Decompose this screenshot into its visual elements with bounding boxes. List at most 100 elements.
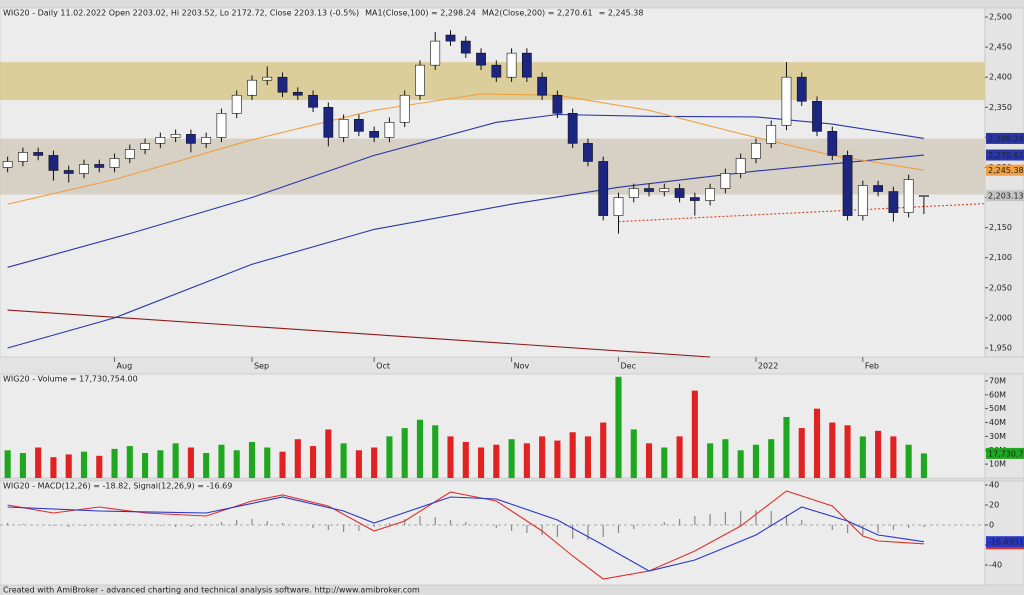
candle-body: [659, 188, 670, 192]
candle-body: [124, 149, 135, 159]
last-value-label: 2,203.13: [988, 192, 1024, 201]
volume-bar: [386, 436, 393, 478]
volume-bar: [600, 422, 607, 478]
candle-body: [216, 113, 227, 138]
x-tick-label: Feb: [865, 362, 879, 371]
histogram-bar: [633, 525, 635, 529]
y-tick-label: 0: [989, 521, 994, 530]
series-line: [7, 496, 924, 572]
volume-bar: [477, 447, 485, 478]
candle-body: [2, 161, 13, 168]
volume-bar: [905, 444, 912, 478]
candle-body: [247, 79, 257, 96]
y-tick-label: 30M: [989, 432, 1006, 441]
volume-bar: [416, 419, 424, 478]
histogram-bar: [908, 525, 910, 528]
volume-bar: [768, 439, 775, 478]
candle-body: [292, 91, 303, 96]
volume-bar: [493, 444, 500, 478]
volume-bar: [111, 448, 118, 478]
x-tick-label: Oct: [376, 362, 390, 371]
histogram-bar: [724, 512, 726, 525]
volume-bar: [676, 436, 683, 478]
histogram-bar: [449, 520, 452, 525]
series-line: [7, 154, 924, 349]
volume-bar: [722, 439, 729, 478]
histogram-bar: [526, 525, 528, 533]
volume-bar: [539, 436, 546, 478]
axis-background: [984, 373, 1024, 479]
volume-bar: [783, 416, 790, 478]
volume-bar: [859, 436, 866, 478]
candle-body: [170, 134, 181, 138]
volume-bar: [691, 390, 698, 478]
candle-body: [491, 64, 502, 78]
candle-body: [735, 158, 746, 174]
candle-body: [231, 94, 242, 114]
y-tick-label: 20: [989, 501, 999, 510]
candle-body: [628, 188, 639, 198]
candle-body: [705, 188, 715, 201]
volume-bar: [615, 376, 622, 478]
y-tick-label: 1,950: [989, 343, 1012, 352]
volume-bar: [569, 432, 576, 478]
volume-bar: [920, 453, 927, 478]
histogram-bar: [709, 514, 711, 525]
histogram-bar: [388, 523, 391, 525]
volume-bar: [4, 450, 11, 478]
histogram-bar: [770, 511, 772, 525]
y-tick-label: 2,000: [989, 313, 1012, 322]
panel-title: WIG20 - Daily 11.02.2022 Open 2203.02, H…: [3, 9, 359, 18]
volume-bar: [142, 453, 149, 478]
histogram-bar: [587, 525, 589, 540]
volume-bar: [829, 422, 836, 478]
volume-bar: [126, 446, 133, 478]
histogram-bar: [495, 525, 497, 528]
legend-entry: MA2(Close,200) = 2,270.61: [482, 9, 593, 18]
candle-body: [155, 137, 166, 144]
histogram-bar: [251, 519, 253, 525]
histogram-bar: [190, 525, 192, 527]
histogram-bar: [129, 524, 131, 525]
candle-body: [476, 52, 486, 66]
candle-body: [644, 188, 654, 192]
histogram-bar: [862, 525, 864, 535]
y-tick-label: 2,050: [989, 283, 1012, 292]
histogram-bar: [404, 519, 406, 525]
volume-bar: [218, 444, 225, 478]
volume-bar: [264, 447, 271, 478]
volume-bar: [203, 453, 210, 478]
volume-bar: [187, 447, 194, 478]
candle-body: [674, 188, 685, 198]
y-tick-label: -40: [989, 561, 1002, 570]
last-value-label: 2,245.38: [988, 166, 1024, 175]
histogram-bar: [7, 523, 9, 525]
axis-background: [984, 7, 1024, 358]
histogram-bar: [113, 524, 116, 525]
y-tick-label: 2,500: [989, 13, 1012, 22]
y-tick-label: 2,350: [989, 103, 1012, 112]
candle-body: [583, 143, 593, 162]
volume-bar: [447, 436, 454, 478]
candle-body: [567, 113, 578, 144]
series-line: [7, 309, 711, 358]
histogram-bar: [281, 523, 284, 525]
volume-bar: [645, 443, 653, 478]
candle-body: [277, 76, 288, 93]
last-value-box: [986, 149, 1024, 161]
volume-bar: [157, 450, 164, 478]
x-tick-label: Aug: [117, 362, 133, 371]
histogram-bar: [236, 520, 238, 525]
histogram-bar: [266, 521, 268, 525]
histogram-bar: [663, 522, 665, 525]
series-line: [7, 113, 924, 268]
histogram-bar: [343, 525, 345, 532]
last-value-box: [986, 536, 1024, 548]
series-line: [7, 93, 924, 205]
volume-bar: [35, 447, 42, 478]
candle-body: [109, 158, 120, 168]
last-value-box: [986, 190, 1024, 202]
candle-body: [857, 185, 868, 216]
candle-body: [262, 76, 273, 81]
